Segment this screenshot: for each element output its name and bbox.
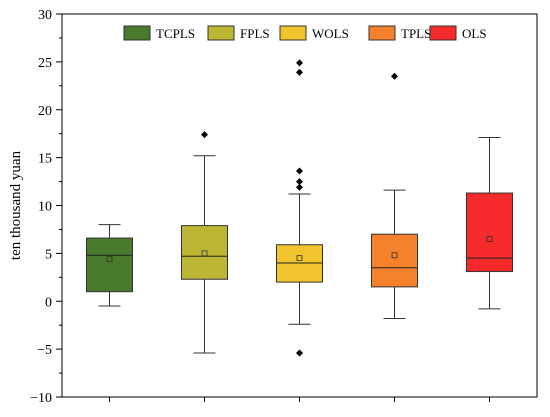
y-axis-title: ten thousand yuan (8, 150, 24, 260)
mean-marker (201, 250, 208, 257)
outlier-point (296, 167, 303, 175)
outlier-point (296, 183, 303, 191)
box-fpls (181, 131, 228, 354)
outlier-point (296, 68, 303, 76)
legend-item-fpls: FPLS (207, 25, 270, 41)
y-tick-label: −10 (30, 391, 52, 406)
iqr-box (181, 225, 228, 280)
legend-swatch (123, 25, 151, 41)
legend-item-tpls: TPLS (368, 25, 431, 41)
legend-swatch (279, 25, 307, 41)
y-tick-label: 5 (45, 247, 52, 262)
legend-item-tcpls: TCPLS (123, 25, 195, 41)
legend-label: OLS (462, 26, 487, 41)
y-tick-label: −5 (37, 343, 52, 358)
outlier-point (296, 178, 303, 186)
y-tick-label: 15 (38, 152, 52, 167)
legend-item-ols: OLS (429, 25, 487, 41)
outlier-point (391, 72, 398, 80)
legend-swatch (429, 25, 457, 41)
box-wols (276, 59, 323, 357)
y-tick-label: 10 (38, 200, 52, 215)
iqr-box (371, 233, 418, 288)
legend-label: WOLS (312, 26, 349, 41)
legend-label: TPLS (401, 26, 431, 41)
iqr-box (86, 237, 133, 293)
mean-marker (486, 236, 493, 242)
legend-swatch (207, 25, 235, 41)
box-tpls (371, 72, 418, 319)
outlier-point (296, 59, 303, 67)
box-ols (466, 137, 513, 310)
box-tcpls (86, 224, 133, 307)
y-tick-label: 20 (38, 104, 52, 119)
legend-label: TCPLS (156, 26, 195, 41)
mean-marker (106, 256, 113, 263)
outlier-point (296, 349, 303, 357)
y-tick-label: 25 (38, 56, 52, 71)
legend: TCPLS FPLS WOLS TPLS OLS (123, 25, 487, 41)
outlier-point (201, 131, 208, 139)
legend-label: FPLS (240, 26, 270, 41)
plot-area: −10 −5 0 5 10 15 20 25 30 (30, 8, 538, 406)
mean-marker (296, 255, 303, 262)
iqr-box (466, 192, 513, 273)
legend-item-wols: WOLS (279, 25, 349, 41)
y-tick-label: 0 (45, 295, 52, 310)
legend-swatch (368, 25, 396, 41)
y-tick-label: 30 (38, 8, 52, 23)
mean-marker (391, 252, 398, 259)
